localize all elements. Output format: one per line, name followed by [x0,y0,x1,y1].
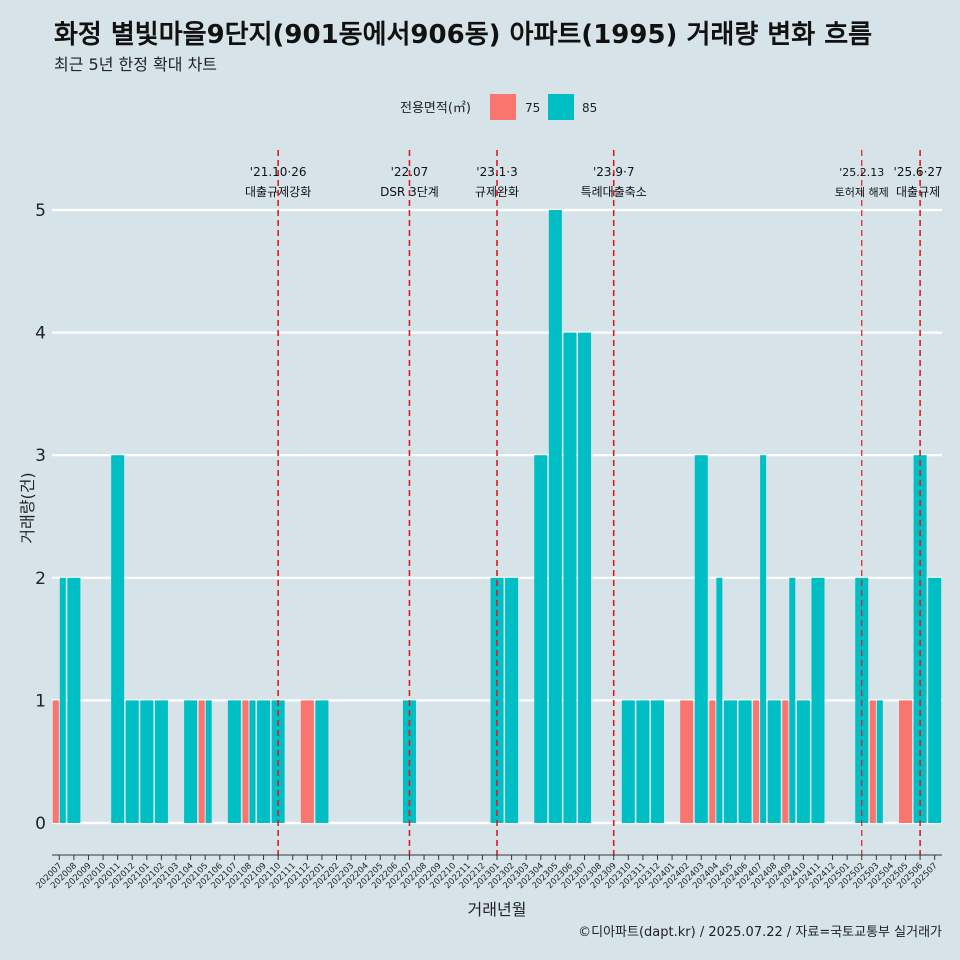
bar-85-202105 [205,700,212,823]
bars [52,210,942,823]
bar-75-202505 [899,700,913,823]
bar-85-202503 [876,700,883,823]
event-label-202502: 토허제 해제 [835,185,889,199]
y-axis: 0 1 2 3 4 5 [35,201,46,834]
bar-85-202312 [650,700,664,823]
bar-85-202304 [534,455,548,823]
bar-75-202503 [869,700,876,823]
bar-85-202409 [789,577,796,823]
bar-85-202507 [928,577,942,823]
bar-85-202305 [548,210,562,823]
bar-75-202409 [782,700,789,823]
event-date-202110: '21.10·26 [250,165,307,179]
event-date-202506: '25.6·27 [894,165,943,179]
bar-85-202311 [636,700,650,823]
bar-85-202012 [125,700,139,823]
legend-title: 전용면적(㎡) [400,101,471,116]
bar-85-202408 [767,700,781,823]
bar-85-202403 [694,455,708,823]
y-axis-title: 거래량(건) [18,472,37,543]
event-label-202506: 대출규제 [896,185,940,199]
event-label-202207: DSR 3단계 [380,185,439,199]
bar-85-202102 [154,700,168,823]
legend: 전용면적(㎡) 75 85 [400,94,597,120]
bar-75-202112 [300,700,314,823]
bar-75-202108 [242,700,249,823]
bar-85-202411 [811,577,825,823]
y-tick-label: 4 [35,324,46,344]
x-axis-title: 거래년월 [468,900,527,919]
event-label-202110: 대출규제강화 [245,185,311,199]
event-date-202207: '22.07 [391,165,429,179]
bar-85-202101 [140,700,154,823]
bar-85-202404 [716,577,723,823]
y-tick-label: 5 [35,201,46,221]
y-tick-label: 2 [35,569,46,589]
legend-key-75 [490,94,516,120]
bar-85-202201 [315,700,329,823]
chart-subtitle: 최근 5년 한정 확대 차트 [54,55,217,74]
y-tick-label: 0 [35,814,46,834]
caption: ©디아파트(dapt.kr) / 2025.07.22 / 자료=국토교통부 실… [578,925,942,940]
legend-label-85: 85 [582,101,597,115]
event-date-202502: '25.2.13 [839,166,884,179]
bar-85-202406 [738,700,752,823]
y-tick-label: 1 [35,691,46,711]
legend-label-75: 75 [525,101,540,115]
bar-85-202306 [563,332,577,823]
bar-85-202108 [249,700,256,823]
chart-title: 화정 별빛마을9단지(901동에서906동) 아파트(1995) 거래량 변화 … [54,20,872,50]
bar-85-202405 [723,700,737,823]
bar-85-202109 [257,700,271,823]
bar-85-202007 [59,577,66,823]
bar-75-202007 [52,700,59,823]
event-date-202301: '23.1·3 [476,165,517,179]
event-label-202301: 규제완화 [475,185,519,199]
bar-85-202407 [760,455,767,823]
bar-85-202011 [111,455,125,823]
event-markers: '21.10·26 대출규제강화 '22.07 DSR 3단계 '23.1·3 규제완화 '… [245,150,943,855]
bar-75-202407 [753,700,760,823]
bar-75-202402 [680,700,694,823]
bar-85-202104 [184,700,198,823]
y-tick-label: 3 [35,446,46,466]
bar-85-202107 [227,700,241,823]
bar-85-202506 [913,455,927,823]
bar-75-202404 [709,700,716,823]
bar-85-202008 [67,577,81,823]
legend-key-85 [548,94,574,120]
event-label-202309: 특례대출축소 [581,185,647,199]
bar-85-202410 [796,700,810,823]
bar-85-202310 [621,700,635,823]
bar-75-202105 [198,700,205,823]
bar-85-202302 [505,577,519,823]
bar-85-202307 [578,332,592,823]
event-date-202309: '23.9·7 [593,165,634,179]
